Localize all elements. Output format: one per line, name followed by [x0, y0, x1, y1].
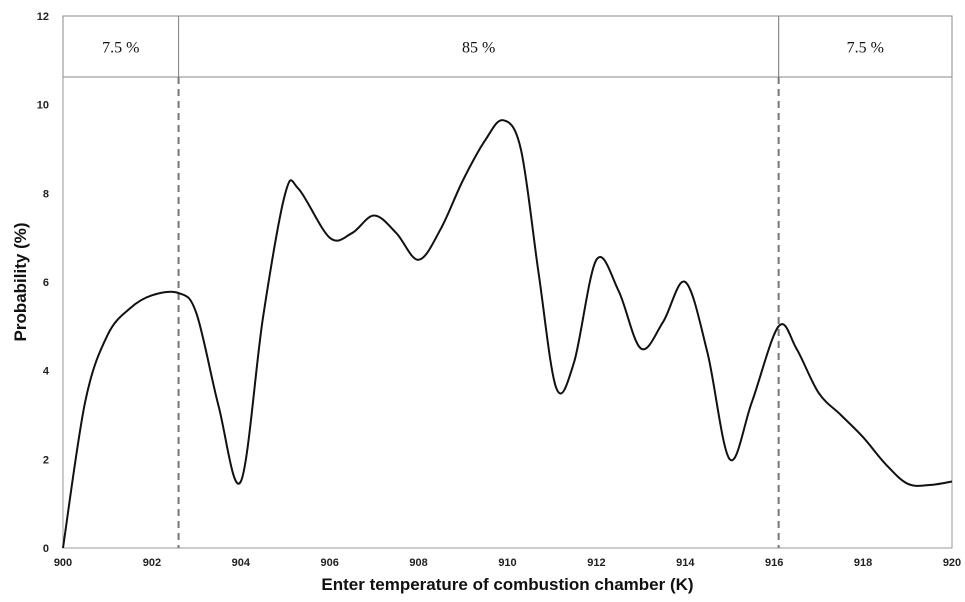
y-tick-label: 12	[37, 11, 49, 23]
y-tick-label: 0	[43, 543, 49, 555]
x-tick-label: 916	[765, 557, 783, 569]
plot-frame	[62, 15, 953, 549]
x-tick-label: 918	[854, 557, 872, 569]
x-tick-label: 908	[409, 557, 427, 569]
x-tick-label: 906	[321, 557, 339, 569]
band-label: 85 %	[462, 40, 495, 57]
probability-curve	[62, 119, 953, 549]
x-tick-label: 910	[498, 557, 516, 569]
band-label: 7.5 %	[847, 40, 884, 57]
x-tick-label: 904	[232, 557, 251, 569]
x-tick-label: 900	[54, 557, 72, 569]
y-axis-title: Probability (%)	[11, 222, 30, 341]
x-tick-label: 902	[143, 557, 161, 569]
band-label: 7.5 %	[102, 40, 139, 57]
x-tick-label: 920	[943, 557, 961, 569]
band-box	[778, 15, 953, 78]
y-tick-label: 2	[43, 454, 49, 466]
y-tick-label: 8	[43, 188, 49, 200]
x-axis-title: Enter temperature of combustion chamber …	[321, 575, 693, 594]
x-tick-label: 912	[587, 557, 605, 569]
y-tick-label: 4	[43, 366, 50, 378]
y-tick-label: 10	[37, 100, 49, 112]
x-tick-label: 914	[676, 557, 695, 569]
y-tick-label: 6	[43, 277, 49, 289]
